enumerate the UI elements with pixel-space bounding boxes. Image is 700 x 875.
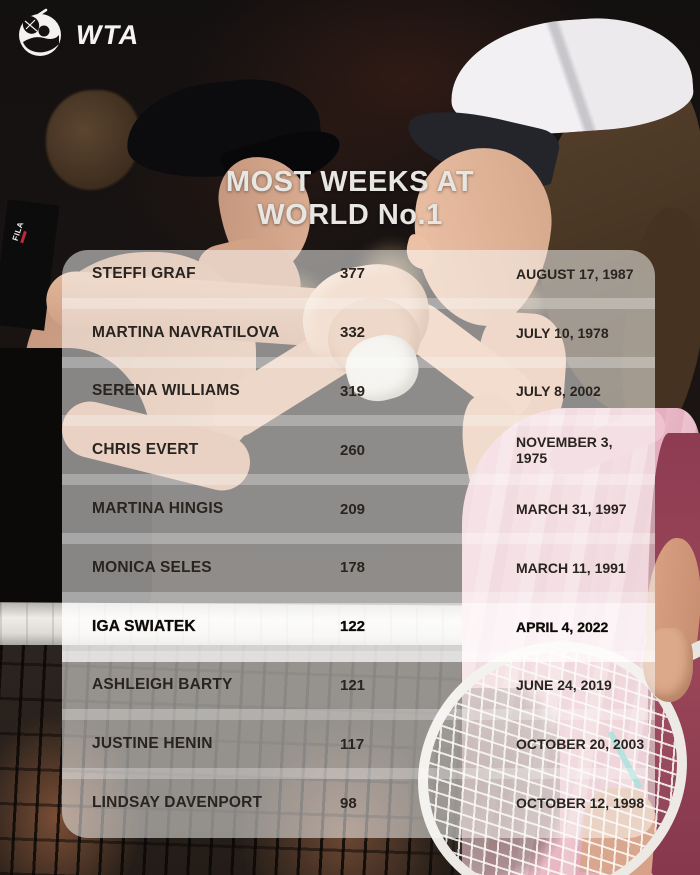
date-reached: APRIL 4, 2022 — [516, 618, 609, 635]
player-name: IGA SWIATEK — [92, 617, 196, 635]
weeks-count: 178 — [340, 559, 366, 577]
player-name: CHRIS EVERT — [92, 441, 199, 459]
player-name: STEFFI GRAF — [92, 264, 196, 282]
table-row: JUSTINE HENIN 117 OCTOBER 20, 2003 — [62, 720, 655, 780]
table-row: LINDSAY DAVENPORT 98 OCTOBER 12, 1998 — [62, 779, 655, 838]
player-name: MARTINA NAVRATILOVA — [92, 323, 280, 341]
date-reached: AUGUST 17, 1987 — [516, 265, 634, 282]
date-reached: JUNE 24, 2019 — [516, 677, 612, 694]
page-title: MOST WEEKS AT WORLD No.1 — [130, 166, 570, 232]
weeks-count: 260 — [340, 441, 366, 459]
player-name: ASHLEIGH BARTY — [92, 676, 233, 694]
left-player-hair-bun — [46, 90, 140, 190]
player-name: JUSTINE HENIN — [92, 735, 213, 753]
table-row: STEFFI GRAF 377 AUGUST 17, 1987 — [62, 250, 655, 309]
wta-wordmark: WTA — [73, 20, 143, 50]
title-line-2: WORLD No.1 — [257, 199, 443, 231]
weeks-count: 121 — [340, 676, 366, 694]
date-reached: OCTOBER 12, 1998 — [516, 795, 645, 812]
date-reached: JULY 8, 2002 — [516, 383, 601, 400]
table-row: MONICA SELES 178 MARCH 11, 1991 — [62, 543, 655, 603]
player-name: MARTINA HINGIS — [92, 500, 224, 518]
wta-logo: WTA — [14, 6, 194, 68]
weeks-count: 209 — [340, 500, 366, 518]
date-reached: JULY 10, 1978 — [516, 324, 609, 341]
date-reached: MARCH 11, 1991 — [516, 559, 626, 576]
wta-player-emblem-icon — [19, 8, 61, 56]
table-row: MARTINA HINGIS 209 MARCH 31, 1997 — [62, 485, 655, 544]
weeks-count: 122 — [340, 618, 366, 636]
player-name: MONICA SELES — [92, 558, 212, 576]
table-row: ASHLEIGH BARTY 121 JUNE 24, 2019 — [62, 661, 655, 721]
weeks-count: 319 — [340, 382, 366, 400]
weeks-count: 377 — [340, 265, 366, 283]
weeks-count: 117 — [340, 735, 365, 753]
date-reached: MARCH 31, 1997 — [516, 501, 627, 518]
table-row: MARTINA NAVRATILOVA 332 JULY 10, 1978 — [62, 308, 655, 368]
title-line-1: MOST WEEKS AT — [225, 166, 475, 198]
player-name: LINDSAY DAVENPORT — [92, 794, 263, 812]
date-reached: NOVEMBER 3, 1975 — [516, 434, 613, 467]
stats-panel: STEFFI GRAF 377 AUGUST 17, 1987 MARTINA … — [62, 250, 655, 838]
player-name: SERENA WILLIAMS — [92, 382, 240, 400]
date-reached: OCTOBER 20, 2003 — [516, 736, 645, 753]
table-row: SERENA WILLIAMS 319 JULY 8, 2002 — [62, 367, 655, 427]
table-row-highlighted: IGA SWIATEK 122 APRIL 4, 2022 — [62, 602, 655, 662]
weeks-count: 98 — [340, 794, 357, 812]
table-row: CHRIS EVERT 260 NOVEMBER 3, 1975 — [62, 426, 655, 486]
weeks-count: 332 — [340, 324, 366, 342]
